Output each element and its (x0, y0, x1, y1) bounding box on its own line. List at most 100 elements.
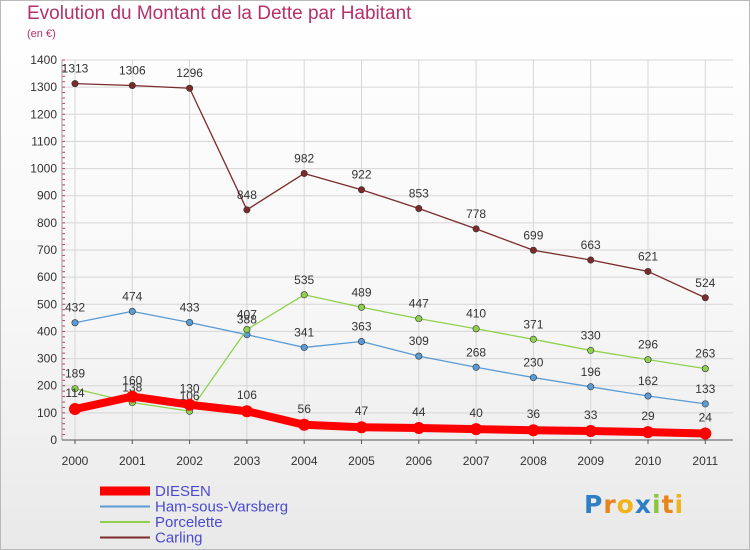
logo-letter: o (616, 490, 635, 519)
data-label: 330 (581, 328, 601, 342)
x-tick-label: 2011 (692, 454, 718, 468)
data-label: 33 (584, 408, 598, 422)
x-tick-label: 2001 (119, 454, 146, 468)
data-label: 922 (351, 168, 371, 182)
data-label: 36 (527, 407, 541, 421)
data-point (240, 405, 253, 418)
y-tick-label: 1200 (30, 107, 57, 121)
data-label: 388 (237, 313, 257, 327)
chart-title: Evolution du Montant de la Dette par Hab… (27, 3, 412, 24)
logo-letter: i (652, 490, 662, 519)
data-point (415, 315, 423, 323)
data-label: 138 (122, 381, 142, 395)
data-point (357, 337, 365, 345)
y-tick-label: 200 (37, 379, 57, 393)
data-point (472, 363, 480, 371)
data-label: 263 (695, 347, 715, 361)
data-point (644, 392, 652, 400)
data-label: 778 (466, 207, 486, 221)
y-tick-label: 100 (37, 406, 57, 420)
data-label: 489 (351, 285, 371, 299)
data-label: 371 (523, 317, 543, 331)
data-point (415, 204, 423, 212)
x-tick-label: 2010 (635, 454, 662, 468)
y-tick-label: 900 (37, 189, 57, 203)
data-point (186, 318, 194, 326)
data-point (642, 426, 654, 439)
x-tick-label: 2004 (291, 454, 318, 468)
data-label: 189 (65, 367, 85, 381)
y-tick-label: 1100 (31, 134, 57, 148)
data-label: 40 (469, 406, 483, 420)
data-point (69, 403, 81, 416)
data-point (183, 398, 196, 411)
data-label: 447 (409, 297, 429, 311)
data-point (587, 346, 595, 354)
y-tick-label: 800 (37, 216, 57, 230)
data-label: 44 (412, 405, 426, 419)
data-label: 699 (523, 228, 543, 242)
series-line (74, 82, 706, 299)
data-label: 296 (638, 338, 658, 352)
data-label: 410 (466, 307, 486, 321)
data-point (126, 390, 139, 403)
data-label: 160 (122, 374, 142, 388)
data-point (701, 294, 709, 302)
y-tick-label: 400 (37, 324, 57, 338)
proxiti-logo: Proxiti (584, 490, 684, 519)
data-point (470, 423, 483, 436)
data-label: 341 (294, 325, 314, 339)
data-label: 106 (237, 388, 257, 402)
y-tick-label: 1400 (30, 53, 57, 67)
data-point (357, 303, 365, 311)
x-tick-label: 2002 (176, 454, 203, 468)
series-line (74, 310, 706, 405)
data-label: 663 (581, 238, 601, 252)
data-label: 230 (523, 356, 543, 370)
data-point (415, 352, 423, 360)
x-tick-label: 2007 (463, 454, 490, 468)
data-label: 433 (180, 300, 200, 314)
logo-letter: x (634, 490, 652, 519)
legend-label: Ham-sous-Varsberg (155, 499, 288, 516)
data-point (644, 267, 652, 275)
data-point (529, 335, 537, 343)
y-tick-label: 0 (50, 433, 57, 447)
y-tick-label: 1300 (30, 80, 57, 94)
data-label: 621 (638, 249, 658, 263)
data-point (701, 400, 709, 408)
legend-label: Porcelette (155, 514, 223, 531)
data-label: 133 (695, 382, 715, 396)
x-tick-label: 2003 (234, 454, 261, 468)
data-point (128, 82, 136, 90)
data-label: 363 (351, 319, 371, 333)
logo-letter: t (661, 490, 675, 519)
data-point (529, 246, 537, 254)
data-point (701, 365, 709, 373)
data-point (71, 80, 79, 88)
data-point (529, 374, 537, 382)
legend-label: DIESEN (155, 483, 211, 500)
data-point (584, 425, 597, 438)
data-label: 982 (294, 151, 314, 165)
series-line (74, 294, 706, 412)
data-label: 162 (638, 374, 658, 388)
data-label: 106 (180, 389, 200, 403)
x-tick-label: 2005 (348, 454, 375, 468)
data-label: 130 (180, 382, 200, 396)
data-point (243, 326, 251, 334)
data-label: 56 (298, 402, 312, 416)
data-point (472, 225, 480, 233)
data-label: 196 (581, 365, 601, 379)
data-point (527, 424, 540, 437)
data-label: 524 (695, 276, 715, 290)
x-tick-label: 2008 (520, 454, 547, 468)
data-label: 1306 (119, 64, 146, 78)
data-label: 1296 (176, 66, 203, 80)
data-point (300, 343, 308, 351)
x-tick-label: 2009 (577, 454, 604, 468)
data-point (644, 356, 652, 364)
y-tick-label: 1000 (30, 162, 57, 176)
logo-letter: r (603, 490, 617, 519)
